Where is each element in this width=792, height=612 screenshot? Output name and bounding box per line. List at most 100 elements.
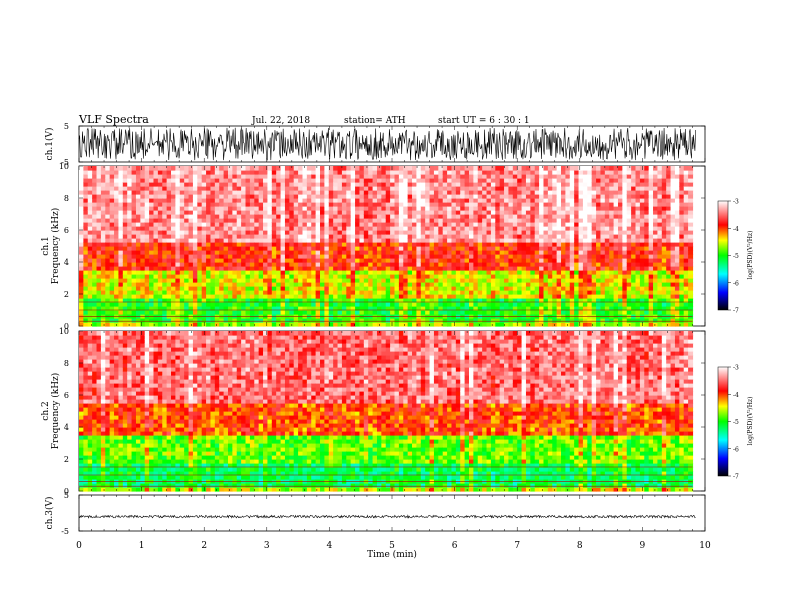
- spectrogram-cell: [407, 266, 413, 271]
- spectrogram-cell: [609, 226, 615, 231]
- spectrogram-cell: [153, 182, 159, 187]
- spectrogram-cell: [341, 166, 347, 171]
- spectrogram-cell: [451, 254, 457, 259]
- spectrogram-cell: [359, 182, 365, 187]
- spectrogram-cell: [412, 322, 418, 327]
- spectrogram-cell: [407, 274, 413, 279]
- spectrogram-cell: [350, 166, 356, 171]
- spectrogram-cell: [227, 202, 233, 207]
- spectrogram-cell: [114, 230, 120, 235]
- spectrogram-cell: [482, 318, 488, 323]
- spectrogram-cell: [390, 210, 396, 215]
- spectrogram-cell: [539, 250, 545, 255]
- spectrogram-cell: [114, 174, 120, 179]
- spectrogram-cell: [486, 254, 492, 259]
- spectrogram-cell: [232, 174, 238, 179]
- spectrogram-cell: [122, 226, 128, 231]
- spectrogram-cell: [241, 282, 247, 287]
- spectrogram-cell: [184, 226, 190, 231]
- spectrogram-cell: [210, 166, 216, 171]
- spectrogram-cell: [100, 178, 106, 183]
- spectrogram-cell: [539, 178, 545, 183]
- spectrogram-cell: [263, 166, 269, 171]
- spectrogram-cell: [512, 166, 518, 171]
- spectrogram-cell: [469, 206, 474, 211]
- spectrogram-cell: [574, 242, 580, 247]
- spectrogram-cell: [464, 214, 470, 219]
- spectrogram-cell: [197, 274, 203, 279]
- spectrogram-cell: [206, 294, 212, 299]
- spectrogram-cell: [565, 322, 571, 327]
- spectrogram-cell: [460, 194, 466, 199]
- spectrogram-cell: [385, 170, 391, 175]
- spectrogram-cell: [311, 190, 317, 195]
- spectrogram-cell: [587, 310, 593, 315]
- spectrogram-cell: [363, 274, 369, 279]
- spectrogram-cell: [376, 274, 382, 279]
- spectrogram-cell: [495, 258, 501, 263]
- spectrogram-cell: [385, 294, 391, 299]
- spectrogram-cell: [455, 294, 461, 299]
- spectrogram-cell: [482, 310, 488, 315]
- spectrogram-cell: [447, 282, 453, 287]
- spectrogram-cell: [201, 290, 207, 295]
- spectrogram-cell: [109, 174, 115, 179]
- spectrogram-cell: [539, 262, 545, 267]
- spectrogram-cell: [517, 290, 523, 295]
- spectrogram-cell: [530, 194, 536, 199]
- spectrogram-cell: [135, 206, 141, 211]
- spectrogram-cell: [227, 226, 233, 231]
- spectrogram-cell: [517, 282, 523, 287]
- spectrogram-cell: [622, 234, 628, 239]
- spectrogram-cell: [263, 202, 269, 207]
- spectrogram-cell: [376, 238, 382, 243]
- spectrogram-cell: [604, 202, 610, 207]
- spectrogram-cell: [495, 286, 501, 291]
- spectrogram-cell: [473, 254, 479, 259]
- spectrogram-cell: [206, 258, 212, 263]
- spectrogram-cell: [499, 298, 505, 303]
- spectrogram-cell: [162, 318, 168, 323]
- spectrogram-cell: [521, 266, 527, 271]
- spectrogram-cell: [552, 170, 558, 175]
- spectrogram-cell: [267, 210, 273, 215]
- spectrogram-cell: [267, 278, 273, 283]
- spectrogram-cell: [337, 318, 343, 323]
- spectrogram-cell: [416, 290, 422, 295]
- spectrogram-cell: [521, 250, 527, 255]
- spectrogram-cell: [210, 186, 216, 191]
- spectrogram-cell: [469, 190, 474, 195]
- spectrogram-cell: [219, 166, 225, 171]
- spectrogram-cell: [561, 266, 566, 271]
- spectrogram-cell: [359, 202, 365, 207]
- spectrogram-cell: [596, 174, 602, 179]
- spectrogram-cell: [324, 206, 330, 211]
- spectrogram-cell: [390, 274, 396, 279]
- spectrogram-cell: [609, 178, 615, 183]
- spectrogram-cell: [587, 262, 593, 267]
- spectrogram-cell: [214, 306, 220, 311]
- spectrogram-cell: [525, 318, 531, 323]
- spectrogram-cell: [403, 286, 409, 291]
- spectrogram-cell: [280, 310, 286, 315]
- spectrogram-cell: [429, 198, 435, 203]
- spectrogram-cell: [280, 322, 286, 327]
- spectrogram-cell: [241, 254, 247, 259]
- spectrogram-cell: [569, 218, 575, 223]
- spectrogram-cell: [245, 214, 251, 219]
- spectrogram-cell: [596, 218, 602, 223]
- spectrogram-cell: [232, 278, 238, 283]
- spectrogram-cell: [582, 250, 588, 255]
- spectrogram-cell: [447, 210, 453, 215]
- spectrogram-cell: [140, 190, 146, 195]
- spectrogram-cell: [263, 290, 269, 295]
- spectrogram-cell: [92, 182, 98, 187]
- spectrogram-cell: [596, 310, 602, 315]
- spectrogram-cell: [324, 294, 330, 299]
- spectrogram-cell: [162, 198, 168, 203]
- spectrogram-cell: [236, 290, 242, 295]
- spectrogram-cell: [192, 298, 198, 303]
- spectrogram-cell: [140, 218, 146, 223]
- spectrogram-cell: [298, 270, 304, 275]
- spectrogram-cell: [477, 198, 483, 203]
